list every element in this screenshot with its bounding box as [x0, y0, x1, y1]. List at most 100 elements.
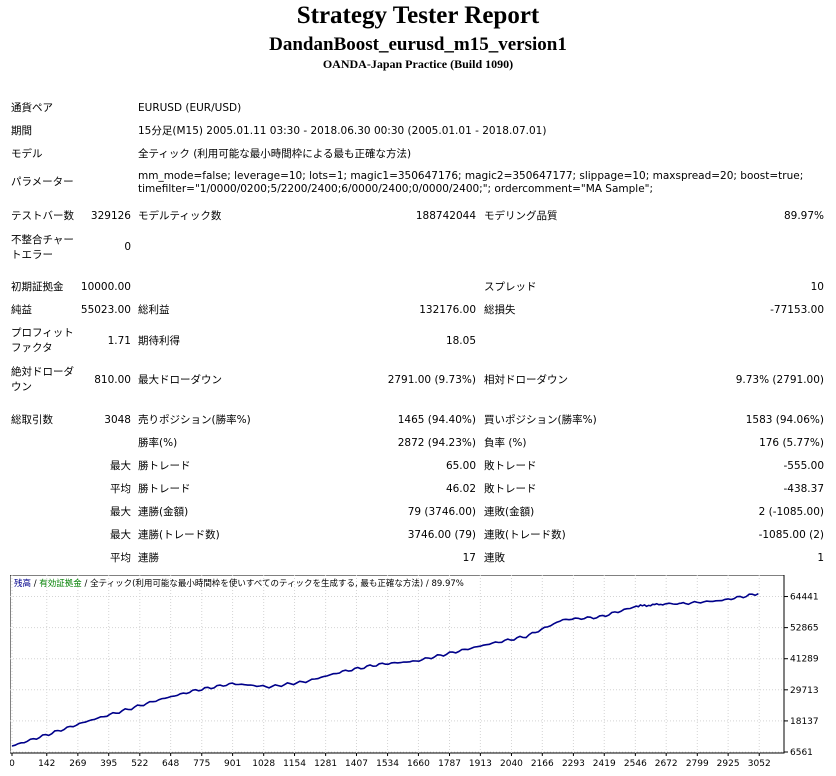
largest-win-label: 勝トレード	[138, 460, 191, 472]
avg-prefix: 平均	[110, 483, 131, 495]
report-title: Strategy Tester Report	[296, 2, 540, 29]
profit-factor-label: プロフィットファクタ	[11, 327, 74, 354]
long-positions-value: 1583 (94.06%)	[745, 414, 824, 426]
win-rate-value: 2872 (94.23%)	[397, 437, 476, 449]
x-tick-label: 395	[100, 759, 117, 769]
profit-factor-value: 1.71	[107, 335, 131, 347]
params-label: パラメーター	[11, 176, 74, 188]
avg-cons-losses-value: 1	[817, 552, 824, 564]
legend-balance: 残高	[14, 578, 31, 589]
x-tick-label: 2166	[531, 759, 554, 769]
x-tick-label: 2672	[655, 759, 678, 769]
short-positions-label: 売りポジション(勝率%)	[138, 414, 251, 426]
loss-rate-value: 176 (5.77%)	[759, 437, 824, 449]
legend-margin: 有効証拠金	[39, 578, 82, 589]
report-company: OANDA-Japan Practice (Build 1090)	[322, 57, 514, 71]
x-tick-label: 2799	[686, 759, 709, 769]
max-prefix: 最大	[110, 460, 131, 472]
rel-drawdown-value: 9.73% (2791.00)	[735, 374, 824, 386]
balance-chart-svg: 残高 / 有効証拠金 / 全ティック(利用可能な最小時間枠を使いすべてのティック…	[9, 574, 819, 769]
cons-losses-count-label: 連敗(トレード数)	[484, 529, 566, 541]
abs-drawdown-label: 絶対ドローダウン	[11, 366, 74, 393]
balance-line	[11, 592, 759, 747]
rel-drawdown-label: 相対ドローダウン	[484, 374, 568, 386]
largest-win-value: 65.00	[445, 460, 476, 472]
bars-value: 329126	[90, 210, 131, 222]
x-tick-label: 1534	[376, 759, 399, 769]
report-subtitle: DandanBoost_eurusd_m15_version1	[269, 34, 567, 55]
balance-chart: 残高 / 有効証拠金 / 全ティック(利用可能な最小時間枠を使いすべてのティック…	[9, 574, 836, 773]
total-trades-label: 総取引数	[11, 414, 53, 426]
net-value: 55023.00	[80, 304, 131, 316]
max-drawdown-label: 最大ドローダウン	[138, 374, 222, 386]
mismatch-value: 0	[124, 241, 131, 253]
avg-loss-value: -438.37	[783, 483, 824, 495]
x-tick-label: 1028	[252, 759, 275, 769]
net-label: 純益	[11, 304, 32, 316]
model-label: モデル	[11, 148, 43, 160]
y-tick-label: 64441	[790, 593, 819, 603]
y-tick-label: 41289	[790, 655, 819, 665]
gross-loss-value: -77153.00	[770, 304, 824, 316]
x-tick-label: 1787	[438, 759, 461, 769]
avg-cons-wins-label: 連勝	[138, 552, 159, 564]
cons-wins-money-label: 連勝(金額)	[138, 506, 189, 518]
abs-drawdown-value: 810.00	[94, 374, 131, 386]
largest-loss-label: 敗トレード	[484, 460, 537, 472]
params-line1: mm_mode=false; leverage=10; lots=1; magi…	[138, 170, 804, 182]
period-label: 期間	[11, 125, 32, 137]
bars-label: テストバー数	[11, 210, 74, 222]
max-prefix: 最大	[110, 506, 131, 518]
pair-value: EURUSD (EUR/USD)	[138, 102, 242, 114]
x-tick-label: 2925	[717, 759, 740, 769]
cons-wins-money-value: 79 (3746.00)	[407, 506, 476, 518]
loss-rate-label: 負率 (%)	[484, 437, 527, 449]
mismatch-label: 不整合チャートエラー	[11, 234, 74, 261]
y-tick-label: 6561	[790, 748, 813, 758]
largest-loss-value: -555.00	[783, 460, 824, 472]
avg-cons-wins-value: 17	[462, 552, 476, 564]
avg-cons-losses-label: 連敗	[484, 552, 505, 564]
ticks-value: 188742044	[415, 210, 476, 222]
x-tick-label: 2546	[624, 759, 647, 769]
chart-legend: 残高 / 有効証拠金 / 全ティック(利用可能な最小時間枠を使いすべてのティック…	[14, 578, 464, 589]
plot-frame	[9, 574, 785, 754]
avg-loss-label: 敗トレード	[484, 483, 537, 495]
cons-losses-count-value: -1085.00 (2)	[758, 529, 824, 541]
x-tick-label: 3052	[748, 759, 771, 769]
cons-wins-count-value: 3746.00 (79)	[407, 529, 476, 541]
chart-series	[11, 592, 759, 747]
x-tick-label: 1154	[283, 759, 306, 769]
quality-value: 89.97%	[783, 210, 824, 222]
gross-profit-label: 総利益	[138, 304, 170, 316]
period-value: 15分足(M15) 2005.01.11 03:30 - 2018.06.30 …	[138, 125, 547, 137]
short-positions-value: 1465 (94.40%)	[397, 414, 476, 426]
x-tick-label: 2040	[500, 759, 523, 769]
ticks-label: モデルティック数	[138, 210, 222, 222]
deposit-label: 初期証拠金	[11, 281, 64, 293]
y-axis-ticks: 6561 18137 29713 41289 52865 64441	[784, 593, 819, 758]
x-tick-label: 142	[38, 759, 55, 769]
x-tick-label: 1913	[469, 759, 492, 769]
gross-loss-label: 総損失	[484, 304, 516, 316]
x-tick-label: 901	[224, 759, 241, 769]
y-tick-label: 18137	[790, 717, 819, 727]
expected-value: 18.05	[445, 335, 476, 347]
y-tick-label: 29713	[790, 686, 819, 696]
x-tick-label: 0	[10, 759, 15, 769]
max-prefix: 最大	[110, 529, 131, 541]
params-line2: timefilter="1/0000/0200;5/2200/2400;6/00…	[138, 183, 654, 195]
win-rate-label: 勝率(%)	[138, 437, 178, 449]
cons-losses-money-value: 2 (-1085.00)	[758, 506, 824, 518]
x-tick-label: 522	[131, 759, 148, 769]
deposit-value: 10000.00	[80, 281, 131, 293]
legend-quality: 89.97%	[431, 579, 463, 589]
chart-grid	[10, 575, 784, 753]
total-trades-value: 3048	[104, 414, 131, 426]
spread-label: スプレッド	[484, 281, 537, 293]
x-tick-label: 1407	[345, 759, 368, 769]
avg-prefix: 平均	[110, 552, 131, 564]
avg-win-label: 勝トレード	[138, 483, 191, 495]
spread-value: 10	[810, 281, 824, 293]
gross-profit-value: 132176.00	[419, 304, 476, 316]
